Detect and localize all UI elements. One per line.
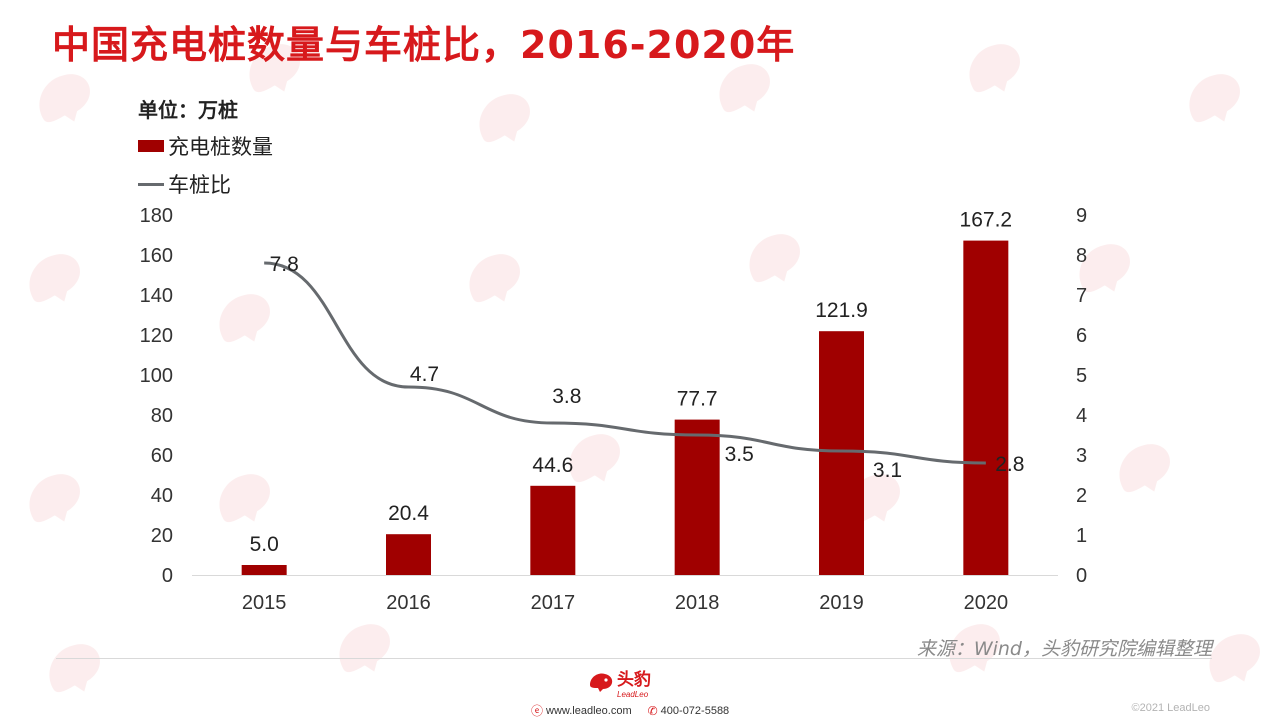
y-left-tick-label: 20 xyxy=(151,525,173,547)
bar-data-label: 20.4 xyxy=(388,502,429,525)
y-right-tick-label: 7 xyxy=(1076,285,1087,307)
phone-icon: ✆ xyxy=(647,703,658,718)
bar xyxy=(241,565,287,575)
y-left-tick-label: 100 xyxy=(140,365,173,387)
web-icon: ⓔ xyxy=(531,704,544,718)
y-left-tick-label: 140 xyxy=(140,285,173,307)
bar-data-label: 167.2 xyxy=(960,209,1013,232)
brand-subname: LeadLeo xyxy=(617,690,649,699)
bar xyxy=(530,485,576,575)
line-series xyxy=(264,261,986,465)
legend-item-bar: 充电桩数量 xyxy=(138,133,273,159)
bar xyxy=(386,534,431,575)
legend-item-line: 车桩比 xyxy=(138,171,231,197)
line-data-label: 3.1 xyxy=(873,459,902,482)
phone-number: 400-072-5588 xyxy=(660,704,730,717)
line-data-label: 4.7 xyxy=(410,363,439,386)
bar-data-label: 121.9 xyxy=(815,299,868,322)
x-tick-label: 2017 xyxy=(531,592,576,614)
line-data-label: 3.8 xyxy=(552,385,581,408)
brand-name: 头豹 xyxy=(617,670,651,690)
brand-logo: 头豹 LeadLeo xyxy=(588,665,651,699)
legend-line-swatch xyxy=(138,182,164,186)
y-left-tick-label: 120 xyxy=(140,325,173,347)
y-left-tick-label: 60 xyxy=(151,445,173,467)
y-right-tick-label: 8 xyxy=(1076,245,1087,267)
x-tick-label: 2020 xyxy=(964,592,1009,614)
y-left-tick-label: 40 xyxy=(151,485,173,507)
y-left-tick-label: 160 xyxy=(140,245,173,267)
line-data-label: 3.5 xyxy=(725,443,754,466)
bar-data-label: 5.0 xyxy=(250,533,279,556)
y-right-tick-label: 1 xyxy=(1076,525,1087,547)
footer-divider xyxy=(56,658,1212,659)
y-right-tick-label: 4 xyxy=(1076,405,1087,427)
page-title: 中国充电桩数量与车桩比，2016-2020年 xyxy=(52,23,796,67)
y-right-tick-label: 6 xyxy=(1076,325,1087,347)
y-right-tick-label: 5 xyxy=(1076,365,1087,387)
y-right-tick-label: 0 xyxy=(1076,565,1087,587)
y-left-tick-label: 180 xyxy=(140,205,173,227)
x-tick-label: 2019 xyxy=(819,592,864,614)
x-tick-label: 2015 xyxy=(242,592,287,614)
unit-label: 单位：万桩 xyxy=(138,98,238,122)
y-right-tick-label: 3 xyxy=(1076,445,1087,467)
line-data-label: 2.8 xyxy=(995,453,1024,476)
y-right-tick-label: 9 xyxy=(1076,205,1087,227)
line-data-label: 7.8 xyxy=(270,253,299,276)
y-right-tick-label: 2 xyxy=(1076,485,1087,507)
x-tick-label: 2016 xyxy=(386,592,431,614)
leopard-icon xyxy=(590,673,613,692)
source-note: 来源：Wind，头豹研究院编辑整理 xyxy=(916,638,1212,660)
bar xyxy=(674,419,720,575)
bar xyxy=(963,240,1009,575)
legend-line-label: 车桩比 xyxy=(168,173,231,197)
bar xyxy=(819,331,864,575)
bar-data-label: 44.6 xyxy=(532,454,573,477)
x-tick-label: 2018 xyxy=(675,592,720,614)
y-left-tick-label: 80 xyxy=(151,405,173,427)
contact-bar: ⓔ www.leadleo.com ✆ 400-072-5588 xyxy=(531,702,729,719)
legend-bar-swatch xyxy=(138,140,164,152)
legend-bar-label: 充电桩数量 xyxy=(168,135,273,159)
copyright-note: ©2021 LeadLeo xyxy=(1131,702,1210,714)
bar-data-label: 77.7 xyxy=(677,388,718,411)
y-left-tick-label: 0 xyxy=(162,565,173,587)
website-link[interactable]: www.leadleo.com xyxy=(546,704,632,717)
